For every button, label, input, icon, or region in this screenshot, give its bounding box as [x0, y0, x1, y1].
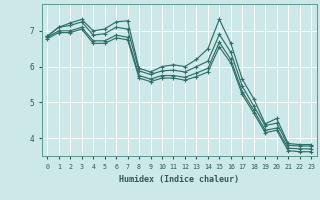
X-axis label: Humidex (Indice chaleur): Humidex (Indice chaleur) [119, 175, 239, 184]
